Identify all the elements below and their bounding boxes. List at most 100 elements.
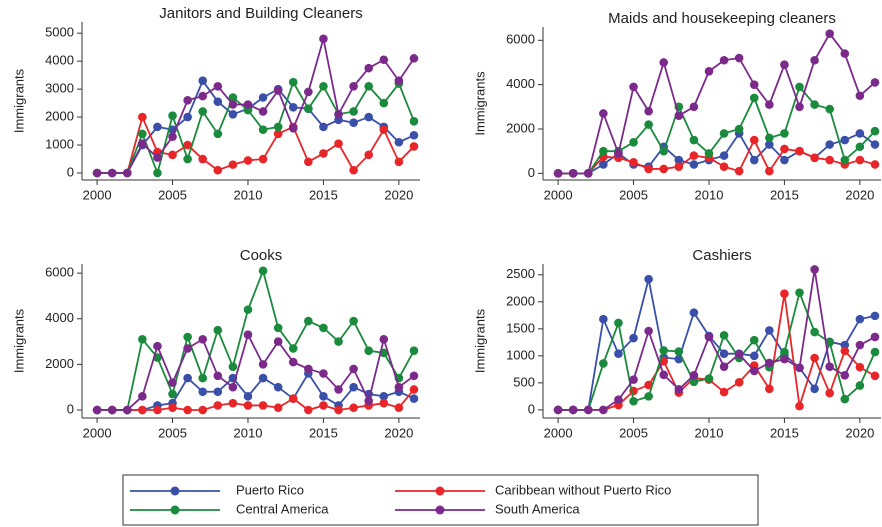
point bbox=[749, 93, 759, 103]
point bbox=[334, 109, 343, 119]
point bbox=[273, 122, 283, 132]
point bbox=[364, 346, 373, 355]
series-line bbox=[558, 269, 876, 411]
point bbox=[213, 165, 223, 175]
series-line bbox=[558, 138, 876, 175]
point bbox=[409, 371, 419, 381]
legend-marker bbox=[435, 486, 445, 496]
x-tick-label: 2015 bbox=[770, 187, 799, 202]
point bbox=[644, 326, 653, 336]
point bbox=[334, 405, 343, 415]
point bbox=[349, 403, 358, 413]
point bbox=[364, 112, 373, 122]
point bbox=[674, 347, 684, 356]
point bbox=[228, 362, 238, 371]
legend-label: South America bbox=[495, 501, 580, 516]
x-tick-label: 2020 bbox=[845, 425, 874, 440]
point bbox=[780, 129, 789, 138]
legend-box bbox=[122, 474, 759, 526]
point bbox=[198, 387, 208, 397]
x-tick-label: 2015 bbox=[309, 425, 338, 440]
point bbox=[153, 341, 162, 351]
point bbox=[273, 86, 283, 95]
point bbox=[364, 396, 373, 406]
point bbox=[674, 162, 684, 171]
series-line bbox=[97, 371, 415, 411]
point bbox=[689, 151, 699, 160]
point bbox=[319, 122, 328, 132]
point bbox=[198, 373, 208, 383]
point bbox=[319, 82, 328, 91]
point bbox=[138, 129, 147, 139]
point bbox=[122, 405, 132, 415]
point bbox=[183, 405, 192, 415]
point bbox=[183, 112, 192, 122]
point bbox=[870, 140, 880, 149]
point bbox=[138, 392, 147, 401]
y-tick-label: 2000 bbox=[45, 356, 74, 371]
point bbox=[614, 149, 623, 158]
point bbox=[840, 135, 850, 145]
point bbox=[840, 394, 850, 404]
point bbox=[394, 137, 404, 147]
point bbox=[749, 135, 759, 145]
point bbox=[568, 405, 578, 415]
point bbox=[364, 150, 373, 160]
point bbox=[183, 373, 192, 383]
point bbox=[319, 149, 328, 158]
point bbox=[288, 102, 298, 112]
point bbox=[765, 358, 774, 368]
point bbox=[825, 140, 834, 149]
point bbox=[304, 405, 313, 415]
point bbox=[855, 340, 865, 350]
chart-title: Maids and housekeeping cleaners bbox=[608, 10, 836, 27]
point bbox=[840, 155, 850, 165]
y-tick-label: 2000 bbox=[506, 293, 535, 308]
point bbox=[258, 401, 268, 410]
legend-marker bbox=[170, 505, 180, 515]
point bbox=[659, 58, 669, 67]
point bbox=[780, 60, 789, 69]
point bbox=[364, 82, 373, 91]
point bbox=[213, 325, 223, 335]
point bbox=[138, 405, 147, 415]
point bbox=[719, 151, 729, 160]
point bbox=[599, 109, 608, 118]
point bbox=[349, 82, 358, 91]
series-line bbox=[97, 267, 415, 411]
y-tick-label: 1000 bbox=[506, 347, 535, 362]
point bbox=[583, 405, 593, 415]
point bbox=[168, 403, 177, 413]
x-tick-label: 2020 bbox=[384, 425, 413, 440]
point bbox=[749, 351, 759, 361]
y-tick-label: 6000 bbox=[45, 265, 74, 280]
point bbox=[213, 82, 223, 91]
point bbox=[183, 140, 192, 150]
point bbox=[304, 316, 313, 326]
chart-title: Cashiers bbox=[692, 247, 751, 264]
point bbox=[659, 164, 669, 174]
point bbox=[334, 139, 343, 148]
point bbox=[409, 346, 419, 355]
y-tick-label: 1500 bbox=[506, 320, 535, 335]
point bbox=[719, 349, 729, 358]
point bbox=[855, 314, 865, 324]
point bbox=[644, 274, 653, 284]
point bbox=[674, 111, 684, 120]
point bbox=[394, 403, 404, 413]
point bbox=[689, 160, 699, 169]
point bbox=[258, 107, 268, 116]
point bbox=[213, 97, 223, 106]
point bbox=[273, 337, 283, 346]
point bbox=[409, 394, 419, 403]
point bbox=[719, 129, 729, 138]
point bbox=[213, 401, 223, 410]
point bbox=[243, 401, 253, 410]
y-tick-label: 4000 bbox=[45, 310, 74, 325]
legend-label: Puerto Rico bbox=[236, 482, 304, 497]
point bbox=[765, 384, 774, 394]
x-tick-label: 2000 bbox=[83, 187, 112, 202]
point bbox=[273, 382, 283, 392]
point bbox=[704, 67, 714, 76]
point bbox=[228, 100, 238, 109]
